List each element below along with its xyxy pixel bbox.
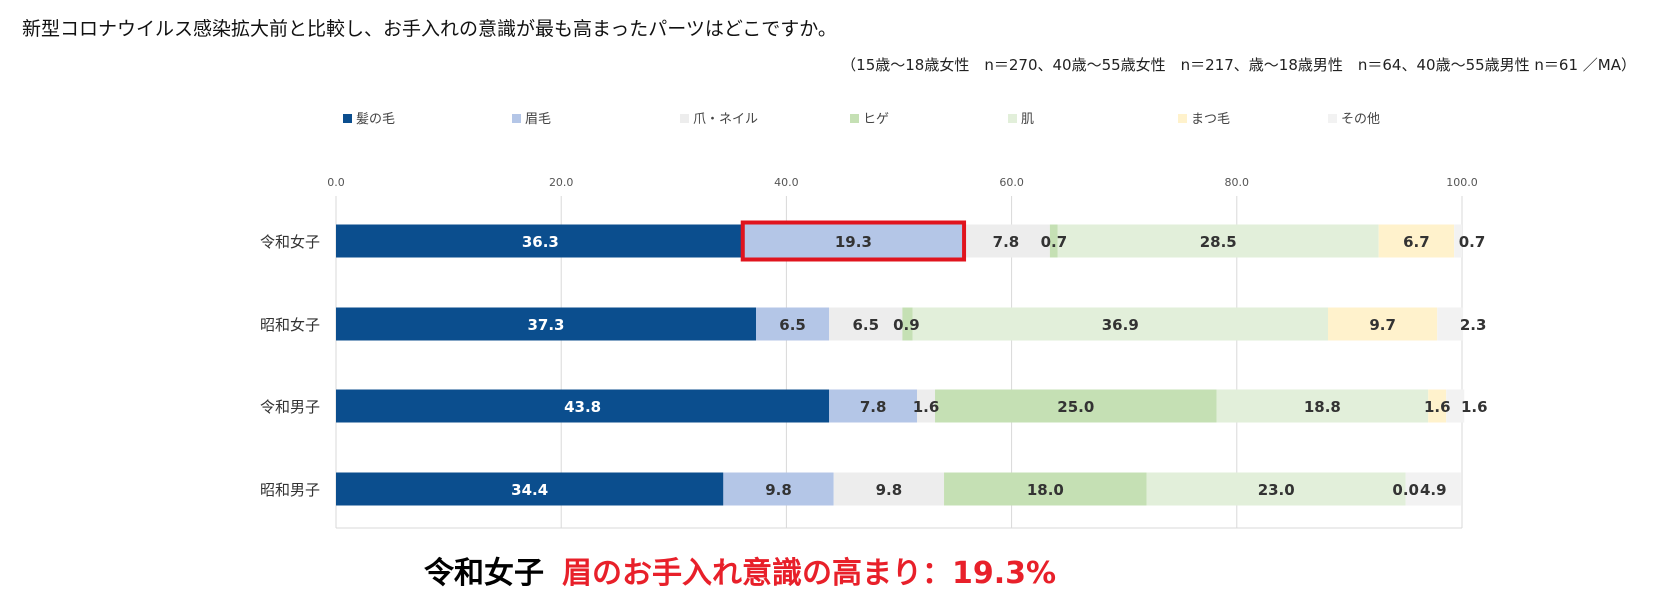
x-tick-label: 80.0 bbox=[1225, 176, 1250, 189]
category-label: 令和女子 bbox=[260, 233, 320, 251]
legend-swatch bbox=[680, 114, 689, 123]
legend-swatch bbox=[1178, 114, 1187, 123]
data-label: 36.3 bbox=[522, 233, 559, 251]
bar-segment bbox=[917, 389, 936, 423]
legend-label: その他 bbox=[1341, 112, 1380, 127]
data-label: 9.7 bbox=[1369, 316, 1396, 334]
bar-segment bbox=[755, 307, 830, 341]
bar-segment bbox=[935, 389, 1217, 423]
data-label: 6.7 bbox=[1403, 233, 1430, 251]
data-label: 4.9 bbox=[1420, 481, 1447, 499]
caption-group: 令和女子 bbox=[423, 556, 544, 591]
data-label: 34.4 bbox=[511, 481, 548, 499]
x-tick-label: 40.0 bbox=[774, 176, 799, 189]
bar-segment bbox=[336, 389, 830, 423]
data-label: 0.7 bbox=[1459, 233, 1486, 251]
data-label: 9.8 bbox=[876, 481, 903, 499]
legend-label: ヒゲ bbox=[863, 112, 889, 127]
bar-segment bbox=[829, 389, 918, 423]
bar-segment bbox=[962, 224, 1050, 258]
data-label: 1.6 bbox=[1424, 398, 1451, 416]
data-label: 43.8 bbox=[564, 398, 601, 416]
bar-segment bbox=[1437, 307, 1464, 341]
data-label: 37.3 bbox=[527, 316, 564, 334]
data-label: 18.8 bbox=[1304, 398, 1341, 416]
x-tick-label: 0.0 bbox=[327, 176, 345, 189]
x-tick-label: 20.0 bbox=[549, 176, 574, 189]
legend-swatch bbox=[1328, 114, 1337, 123]
bar-segment bbox=[833, 472, 945, 506]
data-label: 0.9 bbox=[893, 316, 920, 334]
sample-size-note: （15歳～18歳女性 n＝270、40歳～55歳女性 n＝217、歳～18歳男性… bbox=[841, 56, 1636, 74]
data-label: 7.8 bbox=[993, 233, 1020, 251]
data-label: 23.0 bbox=[1258, 481, 1295, 499]
chart-title: 新型コロナウイルス感染拡大前と比較し、お手入れの意識が最も高まったパーツはどこで… bbox=[22, 18, 837, 40]
legend-label: 髪の毛 bbox=[356, 112, 395, 127]
bar-segment bbox=[723, 472, 834, 506]
highlight-box bbox=[740, 220, 967, 262]
data-label: 1.6 bbox=[913, 398, 940, 416]
bar-segment bbox=[1049, 224, 1058, 258]
data-label: 25.0 bbox=[1057, 398, 1094, 416]
data-label: 18.0 bbox=[1027, 481, 1064, 499]
data-label: 1.6 bbox=[1461, 398, 1488, 416]
bar-segment bbox=[1454, 224, 1462, 258]
bar-segment bbox=[1216, 389, 1429, 423]
bar-segment bbox=[1057, 224, 1379, 258]
bar-segment bbox=[336, 224, 745, 258]
bar-segment bbox=[1146, 472, 1406, 506]
legend-swatch bbox=[512, 114, 521, 123]
bar-segment bbox=[1378, 224, 1455, 258]
bar-segment bbox=[944, 472, 1147, 506]
bar-segment bbox=[1405, 472, 1461, 506]
data-label: 2.3 bbox=[1460, 316, 1487, 334]
legend-swatch bbox=[1008, 114, 1017, 123]
stacked-bar-chart: 髪の毛 眉毛 爪・ネイル ヒゲ 肌 まつ毛 その他 0.0 20.0 40.0 60.0 80.0 10… bbox=[260, 112, 1488, 529]
legend-label: 眉毛 bbox=[525, 112, 551, 127]
x-tick-label: 100.0 bbox=[1446, 176, 1478, 189]
bar-segment bbox=[1428, 389, 1447, 423]
data-label: 19.3 bbox=[835, 233, 872, 251]
legend-swatch bbox=[850, 114, 859, 123]
legend-label: まつ毛 bbox=[1191, 112, 1230, 127]
caption: 令和女子 眉のお手入れ意識の高まり：19.3% bbox=[0, 548, 1480, 592]
legend-label: 爪・ネイル bbox=[693, 112, 758, 127]
data-label: 0.0 bbox=[1392, 481, 1419, 499]
legend-label: 肌 bbox=[1021, 112, 1034, 127]
bar-segment bbox=[912, 307, 1329, 341]
category-label: 令和男子 bbox=[260, 398, 320, 416]
category-label: 昭和女子 bbox=[260, 316, 320, 334]
bar-segment bbox=[902, 307, 913, 341]
data-label: 9.8 bbox=[765, 481, 792, 499]
data-label: 28.5 bbox=[1200, 233, 1237, 251]
bar-segment bbox=[744, 224, 963, 258]
bar-segment bbox=[336, 472, 724, 506]
data-label: 7.8 bbox=[860, 398, 887, 416]
data-label: 6.5 bbox=[779, 316, 806, 334]
legend-swatch bbox=[343, 114, 352, 123]
bar-segment bbox=[829, 307, 903, 341]
bar-segment bbox=[1446, 389, 1465, 423]
data-label: 6.5 bbox=[852, 316, 879, 334]
data-label: 0.7 bbox=[1041, 233, 1068, 251]
caption-highlight: 眉のお手入れ意識の高まり：19.3% bbox=[561, 556, 1057, 591]
bar-segment bbox=[336, 307, 756, 341]
bar-segment bbox=[1328, 307, 1438, 341]
x-tick-label: 60.0 bbox=[999, 176, 1024, 189]
category-label: 昭和男子 bbox=[260, 481, 320, 499]
data-label: 36.9 bbox=[1102, 316, 1139, 334]
